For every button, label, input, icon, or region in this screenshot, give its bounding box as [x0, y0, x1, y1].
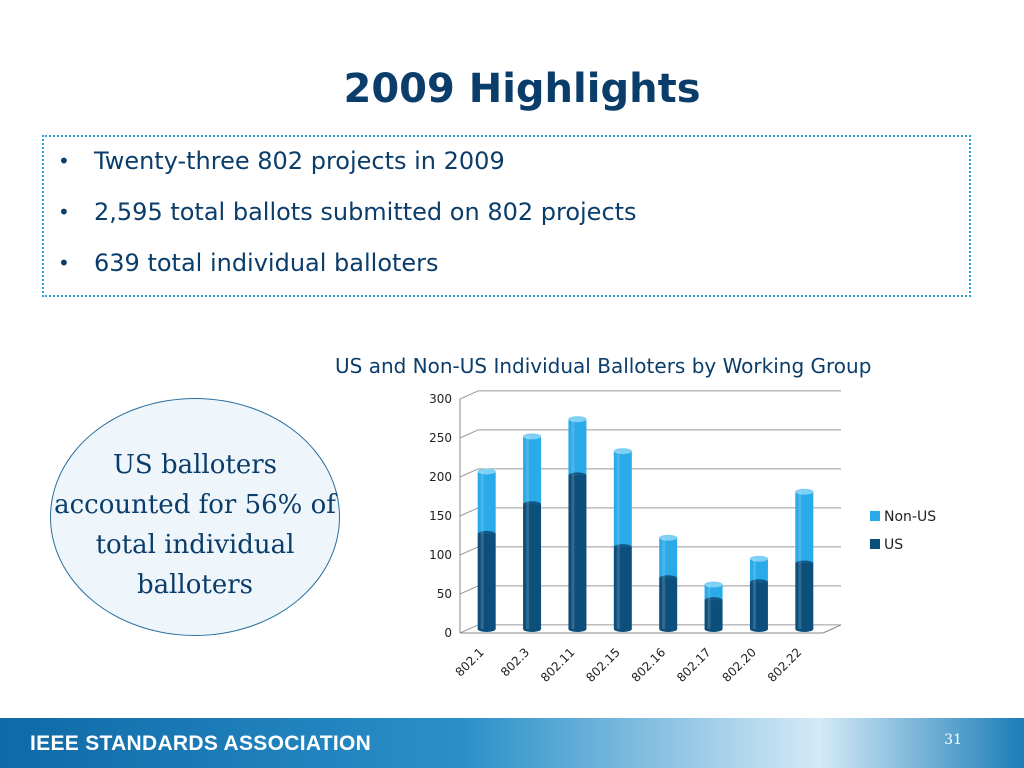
- bar-highlight: [480, 471, 484, 629]
- y-tick-label: 100: [429, 548, 452, 562]
- legend-swatch-us: [870, 539, 880, 549]
- bar-non-us: [704, 584, 723, 601]
- y-tick-label: 200: [429, 470, 452, 484]
- gridline-side: [459, 507, 479, 517]
- legend-label-us: US: [884, 537, 903, 553]
- bar-non-us-top: [568, 416, 587, 423]
- gridline-side: [459, 390, 479, 400]
- page-number: 31: [944, 732, 962, 748]
- y-tick-label: 50: [437, 587, 452, 601]
- bar-non-us: [613, 451, 632, 548]
- bar-segment-joint: [749, 579, 768, 586]
- gridline-side: [459, 585, 479, 595]
- bullet-dot-icon: •: [58, 149, 70, 173]
- bar-segment-joint: [568, 472, 587, 479]
- bar-non-us: [523, 436, 542, 505]
- bar-highlight: [662, 537, 666, 629]
- bar-highlight: [752, 558, 756, 629]
- x-tick-label: 802.17: [674, 645, 714, 685]
- bar-us-base: [613, 626, 632, 632]
- bar-us: [704, 600, 723, 629]
- gridline-side: [459, 624, 479, 634]
- bar-non-us-top: [477, 468, 496, 475]
- x-tick-label: 802.20: [719, 645, 759, 685]
- bar-non-us-top: [749, 555, 768, 562]
- legend-label-non-us: Non-US: [884, 509, 936, 525]
- x-axis-depth: [822, 624, 842, 634]
- bar-highlight: [707, 584, 711, 629]
- bar-segment-joint: [477, 530, 496, 537]
- bar-us: [749, 582, 768, 629]
- bar-non-us-top: [659, 534, 678, 541]
- bar-non-us-top: [795, 488, 814, 495]
- bar-us: [613, 547, 632, 629]
- bar-us: [795, 563, 814, 629]
- bullet-text: 639 total individual balloters: [94, 249, 439, 277]
- bar-non-us: [795, 491, 814, 564]
- bullet-list: • Twenty-three 802 projects in 2009 • 2,59…: [58, 145, 637, 298]
- slide-title: 2009 Highlights: [343, 66, 701, 112]
- bar-us: [659, 578, 678, 629]
- bar-highlight: [571, 419, 575, 629]
- bar-non-us-top: [523, 433, 542, 440]
- callout-ellipse: US balloters accounted for 56% of total …: [50, 398, 340, 636]
- bar-us-base: [795, 626, 814, 632]
- bar-non-us: [659, 537, 678, 579]
- gridline-side: [459, 468, 479, 478]
- bar-us: [477, 533, 496, 629]
- bar-non-us: [477, 471, 496, 534]
- bar-highlight: [616, 451, 620, 629]
- bar-highlight: [526, 436, 530, 629]
- x-tick-label: 802.11: [538, 645, 578, 685]
- y-tick-label: 0: [444, 626, 452, 640]
- bar-segment-joint: [704, 597, 723, 604]
- bar-segment-joint: [613, 544, 632, 551]
- bullet-text: Twenty-three 802 projects in 2009: [94, 147, 505, 175]
- bar-highlight: [798, 491, 802, 629]
- y-tick-label: 300: [429, 392, 452, 406]
- x-tick-label: 802.22: [765, 645, 805, 685]
- footer-bar: IEEE STANDARDS ASSOCIATION 31: [0, 718, 1024, 768]
- gridline-side: [459, 546, 479, 556]
- bar-segment-joint: [659, 575, 678, 582]
- bullet-item: • 2,595 total ballots submitted on 802 pr…: [58, 196, 637, 247]
- bar-non-us-top: [704, 581, 723, 588]
- bar-non-us-top: [613, 448, 632, 455]
- gridline-side: [459, 429, 479, 439]
- x-tick-label: 802.16: [629, 645, 669, 685]
- callout-text: US balloters accounted for 56% of total …: [54, 450, 336, 600]
- bar-us-base: [749, 626, 768, 632]
- bullet-box: • Twenty-three 802 projects in 2009 • 2,59…: [42, 135, 971, 297]
- x-tick-label: 802.1: [453, 645, 487, 679]
- stacked-bar-chart: 0 50 100 150 200 250 300 802.1 802.3 802.11 802.15…: [429, 390, 936, 685]
- bar-us-base: [523, 626, 542, 632]
- bullet-item: • 639 total individual balloters: [58, 247, 637, 298]
- bar-us: [568, 475, 587, 629]
- bullet-dot-icon: •: [58, 200, 70, 224]
- x-tick-label: 802.3: [498, 645, 532, 679]
- bar-segment-joint: [523, 501, 542, 508]
- ieee-sa-logo: IEEE STANDARDS ASSOCIATION: [30, 732, 372, 755]
- bar-us-base: [659, 626, 678, 632]
- bullet-dot-icon: •: [58, 251, 70, 275]
- y-tick-label: 250: [429, 431, 452, 445]
- bar-us-base: [704, 626, 723, 632]
- bullet-item: • Twenty-three 802 projects in 2009: [58, 145, 637, 196]
- chart-title: US and Non-US Individual Balloters by Wo…: [335, 354, 872, 378]
- bar-segment-joint: [795, 560, 814, 567]
- bullet-text: 2,595 total ballots submitted on 802 pro…: [94, 198, 637, 226]
- y-tick-label: 150: [429, 509, 452, 523]
- legend-swatch-non-us: [870, 511, 880, 521]
- bar-non-us: [568, 419, 587, 476]
- bar-non-us: [749, 558, 768, 583]
- x-tick-label: 802.15: [583, 645, 623, 685]
- bar-us-base: [477, 626, 496, 632]
- bar-us-base: [568, 626, 587, 632]
- bar-us: [523, 504, 542, 629]
